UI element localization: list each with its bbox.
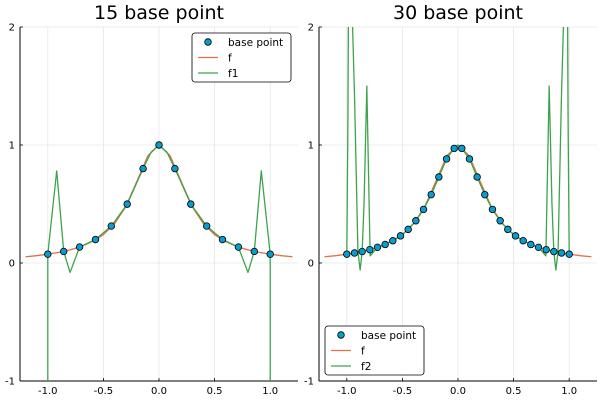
base-point-marker (488, 205, 497, 214)
chart-panel-30-base-point: -1.0 -0.5 0.0 0.5 1.0 -1 0 1 2 30 base point base … (304, 2, 597, 397)
base-point-marker (107, 222, 115, 230)
legend: base point f f2 (324, 325, 425, 376)
y-tick-label: 2 (308, 23, 314, 34)
x-tick-label: -1.0 (38, 386, 58, 397)
legend-box (191, 32, 292, 83)
plot-area (324, 27, 592, 271)
base-point-marker (481, 190, 489, 199)
base-point-marker (465, 155, 474, 163)
base-point-marker (557, 249, 566, 257)
legend-marker (337, 331, 345, 339)
x-tick-label: 0.5 (207, 386, 223, 397)
base-point-marker (234, 243, 243, 251)
base-point-marker (250, 247, 258, 256)
base-point-marker (496, 217, 504, 225)
x-tick-label: 1.0 (561, 386, 577, 397)
base-point-marker (450, 144, 458, 153)
base-point-marker (358, 247, 366, 256)
legend: base point f f1 (191, 32, 292, 83)
base-point-marker (373, 243, 382, 252)
base-point-marker (366, 245, 374, 254)
base-point-marker (419, 205, 428, 214)
base-point-marker (218, 235, 227, 244)
x-tick-label: 0.0 (450, 386, 466, 397)
x-tick-label: -1.0 (337, 386, 357, 397)
base-point-marker (565, 250, 573, 258)
base-point-marker (44, 250, 52, 258)
base-point-marker (527, 240, 535, 249)
x-tick-label: -0.5 (94, 386, 114, 397)
base-point-marker (404, 225, 412, 234)
legend-label: f (361, 345, 365, 357)
y-tick-label: -1 (304, 377, 314, 388)
base-point-marker (139, 164, 147, 173)
base-point-marker (504, 225, 512, 234)
series-f2-line (346, 27, 570, 271)
y-tick-label: 1 (308, 141, 314, 152)
y-tick-label: 0 (9, 259, 15, 270)
base-point-marker (427, 190, 435, 199)
legend-marker (204, 38, 212, 46)
base-point-marker (203, 222, 211, 230)
base-point-marker (396, 232, 405, 240)
base-point-marker (442, 155, 451, 163)
legend-label: f2 (361, 361, 371, 373)
y-tick-label: 1 (9, 141, 15, 152)
legend-label: f (228, 52, 232, 64)
plot-area (25, 141, 293, 381)
base-point-marker (350, 249, 359, 257)
chart-title: 30 base point (393, 2, 523, 24)
y-tick-label: 2 (9, 23, 15, 34)
legend-label: base point (361, 330, 416, 342)
chart-panel-15-base-point: -1.0 -0.5 0.0 0.5 1.0 -1 0 1 2 15 base point base … (5, 2, 298, 397)
legend-box (324, 325, 425, 376)
base-point-marker (473, 173, 481, 181)
base-point-marker (458, 144, 466, 153)
base-point-marker (171, 164, 179, 173)
x-tick-label: -0.5 (393, 386, 413, 397)
base-point-marker (542, 245, 550, 254)
base-point-marker (389, 236, 397, 245)
base-point-marker (435, 173, 443, 181)
base-point-marker (60, 247, 68, 256)
y-tick-label: -1 (5, 377, 15, 388)
x-tick-label: 0.0 (151, 386, 167, 397)
chart-title: 15 base point (94, 2, 224, 24)
base-point-marker (266, 250, 274, 258)
legend-label: base point (228, 37, 283, 49)
legend-label: f1 (228, 68, 238, 80)
base-point-marker (343, 250, 351, 258)
base-point-marker (123, 200, 131, 208)
base-point-marker (511, 232, 520, 240)
y-tick-label: 0 (308, 259, 314, 270)
base-point-marker (412, 217, 420, 225)
base-point-marker (381, 240, 389, 249)
base-point-marker (187, 200, 195, 208)
base-point-marker (519, 236, 527, 245)
base-point-marker (534, 243, 543, 252)
base-point-marker (91, 235, 100, 244)
base-point-marker (550, 247, 558, 256)
x-tick-label: 1.0 (262, 386, 278, 397)
x-tick-label: 0.5 (506, 386, 522, 397)
base-point-marker (75, 243, 84, 251)
base-point-marker (155, 141, 163, 149)
